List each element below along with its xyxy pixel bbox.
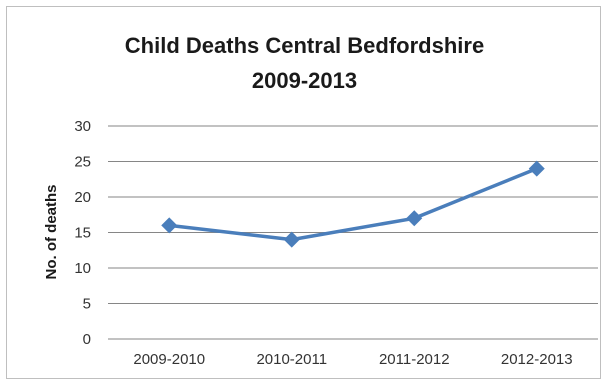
data-point-marker <box>528 160 545 177</box>
y-tick-label: 0 <box>83 331 91 348</box>
data-point-marker <box>406 210 423 227</box>
x-tick-labels: 2009-2010 2010-2011 2011-2012 2012-2013 <box>133 351 572 368</box>
y-tick-label: 5 <box>83 296 91 313</box>
chart-subtitle: 2009-2013 <box>251 68 358 93</box>
grid-lines <box>108 125 598 340</box>
series-line <box>169 166 538 242</box>
x-tick-label: 2010-2011 <box>256 351 327 368</box>
x-tick-label: 2011-2012 <box>379 351 450 368</box>
y-tick-label: 10 <box>74 260 91 277</box>
y-tick-labels: 0 5 10 15 20 25 30 <box>74 118 91 348</box>
y-tick-label: 20 <box>74 189 91 206</box>
x-tick-label: 2012-2013 <box>501 351 573 368</box>
chart-frame <box>6 6 601 379</box>
chart-title: Child Deaths Central Bedfordshire <box>124 33 485 58</box>
y-axis-label: No. of deaths <box>43 184 60 279</box>
x-tick-label: 2009-2010 <box>133 351 205 368</box>
y-tick-label: 25 <box>74 154 91 171</box>
data-point-marker <box>161 217 178 234</box>
y-tick-label: 15 <box>74 225 91 242</box>
series-group <box>161 160 545 248</box>
y-tick-label: 30 <box>74 118 91 135</box>
data-point-marker <box>283 231 300 248</box>
